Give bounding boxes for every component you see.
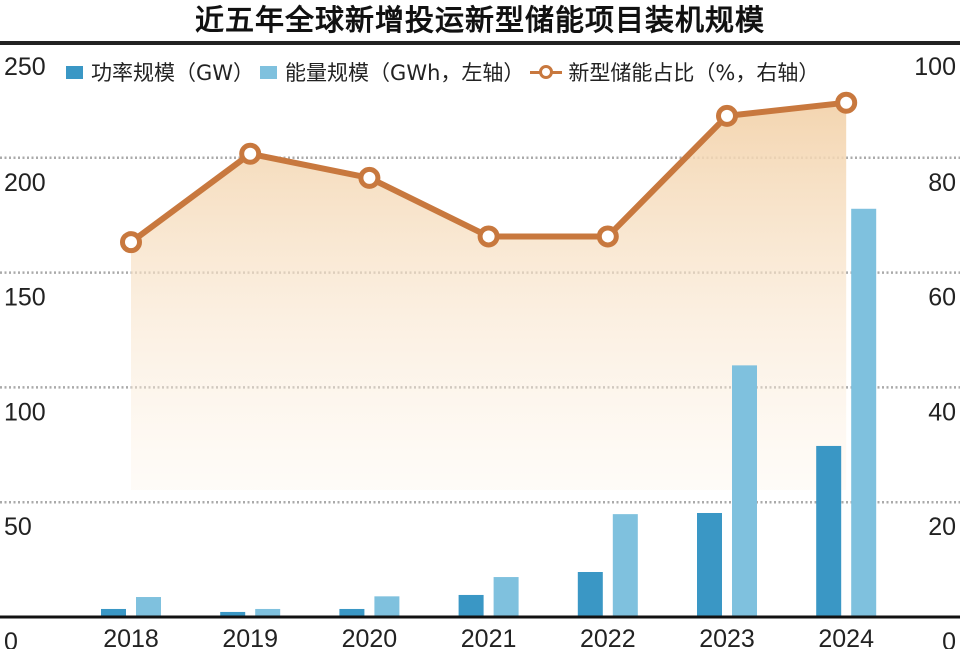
right-tick-label: 0 xyxy=(942,628,956,649)
bar-energy xyxy=(493,577,519,617)
right-tick-label: 80 xyxy=(928,169,956,197)
bar-energy xyxy=(851,208,877,618)
x-tick-label: 2022 xyxy=(580,625,636,649)
legend-label: 新型储能占比（%，右轴） xyxy=(568,61,820,85)
bar-energy xyxy=(136,597,161,617)
x-tick-label: 2018 xyxy=(103,625,159,649)
x-tick-label: 2020 xyxy=(342,625,398,649)
legend: 功率规模（GW） 能量规模（GWh，左轴） 新型储能占比（%，右轴） xyxy=(66,57,825,87)
right-tick-label: 20 xyxy=(928,513,956,541)
left-tick-label: 50 xyxy=(4,513,32,541)
right-tick-label: 100 xyxy=(914,53,956,81)
left-tick-label: 200 xyxy=(4,169,46,197)
legend-label: 能量规模（GWh，左轴） xyxy=(285,61,525,85)
share-point xyxy=(596,225,619,248)
legend-line-marker-icon xyxy=(530,65,563,79)
legend-item-share: 新型储能占比（%，右轴） xyxy=(530,57,819,87)
x-tick-label: 2024 xyxy=(818,625,874,649)
bar-power xyxy=(339,608,365,617)
left-tick-label: 0 xyxy=(4,628,18,649)
share-point xyxy=(358,166,381,189)
left-tick-label: 250 xyxy=(4,53,46,81)
bar-energy xyxy=(374,596,400,617)
right-tick-label: 60 xyxy=(928,284,956,312)
legend-swatch xyxy=(260,65,278,79)
right-tick-label: 40 xyxy=(928,398,956,426)
left-tick-label: 100 xyxy=(4,398,46,426)
legend-item-energy: 能量规模（GWh，左轴） xyxy=(260,57,524,87)
share-point xyxy=(239,142,262,165)
bar-energy xyxy=(612,514,638,617)
bar-power xyxy=(577,571,603,617)
left-tick-label: 150 xyxy=(4,284,46,312)
line-area-fill xyxy=(131,102,847,491)
bar-power xyxy=(220,611,246,617)
x-tick-label: 2023 xyxy=(699,625,755,649)
bar-power xyxy=(816,445,842,617)
bar-power xyxy=(458,594,484,617)
share-point xyxy=(716,104,738,127)
bar-power xyxy=(101,608,126,617)
x-tick-label: 2019 xyxy=(222,625,278,649)
share-point xyxy=(835,91,858,114)
x-tick-label: 2021 xyxy=(461,625,517,649)
bar-energy xyxy=(255,608,281,617)
bar-energy xyxy=(732,365,757,617)
legend-item-power: 功率规模（GW） xyxy=(66,57,254,87)
bar-power xyxy=(697,512,722,617)
share-point xyxy=(477,225,500,248)
legend-swatch xyxy=(66,65,83,79)
legend-label: 功率规模（GW） xyxy=(91,61,255,85)
chart-title: 近五年全球新增投运新型储能项目装机规模 xyxy=(194,3,765,37)
share-point xyxy=(120,231,142,254)
